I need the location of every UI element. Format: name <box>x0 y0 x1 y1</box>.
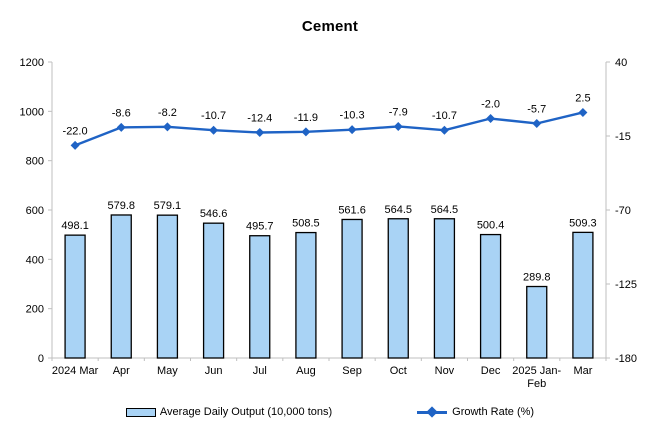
legend: Average Daily Output (10,000 tons) Growt… <box>0 406 660 418</box>
bar-value-label: 500.4 <box>477 220 505 232</box>
line-marker <box>347 125 357 135</box>
line-swatch-icon <box>417 406 448 418</box>
bar <box>526 285 548 359</box>
bar-value-label: 579.8 <box>107 200 135 212</box>
line-marker <box>255 128 265 138</box>
line-value-label: -10.7 <box>201 110 226 122</box>
left-axis-tick-label: 0 <box>38 353 44 365</box>
x-axis-category-label: Sep <box>342 365 362 377</box>
bar <box>295 231 317 359</box>
legend-label-growth-rate: Growth Rate (%) <box>452 406 535 418</box>
line-value-label: -7.9 <box>389 106 408 118</box>
line-marker <box>486 114 496 124</box>
x-axis-category-label: Dec <box>481 365 501 377</box>
line-marker <box>439 125 449 135</box>
bar-value-label: 495.7 <box>246 221 274 233</box>
growth-rate-line <box>74 111 584 147</box>
chart-title: Cement <box>301 18 359 35</box>
line-marker <box>162 122 172 132</box>
line-value-label: -22.0 <box>63 125 88 137</box>
right-axis-tick-label: -125 <box>615 279 637 291</box>
right-axis-tick-label: -70 <box>615 205 631 217</box>
line-marker <box>116 122 126 132</box>
left-axis-tick-label: 200 <box>26 304 44 316</box>
bar-value-label: 509.3 <box>569 217 597 229</box>
x-axis-category-label: Aug <box>296 365 316 377</box>
x-axis-category-label: May <box>157 365 178 377</box>
line-value-label: -2.0 <box>481 99 500 111</box>
bar <box>341 218 363 359</box>
line-value-label: -8.2 <box>158 107 177 119</box>
line-marker <box>532 118 542 128</box>
bar-value-label: 564.5 <box>384 204 412 216</box>
line-marker <box>209 125 219 135</box>
left-axis-tick-label: 600 <box>26 205 44 217</box>
x-axis-category-label: Mar <box>573 365 592 377</box>
bar <box>249 235 271 359</box>
bar-value-label: 498.1 <box>61 220 89 232</box>
line-value-label: 2.5 <box>575 92 590 104</box>
line-value-label: -11.9 <box>294 112 318 124</box>
bar-value-label: 289.8 <box>523 272 551 284</box>
bar-value-label: 546.6 <box>200 208 228 220</box>
left-axis-tick-label: 1200 <box>20 57 44 69</box>
line-value-label: -10.7 <box>432 110 457 122</box>
line-value-label: -5.7 <box>527 103 546 115</box>
bar-value-label: 561.6 <box>338 204 366 216</box>
bar <box>156 214 179 359</box>
legend-label-average-daily-output: Average Daily Output (10,000 tons) <box>159 406 333 418</box>
line-marker <box>578 107 588 117</box>
bar-value-label: 579.1 <box>154 200 182 212</box>
legend-item-growth-rate: Growth Rate (%) <box>417 406 534 418</box>
x-axis-category-label: Apr <box>113 365 130 377</box>
bar <box>479 233 502 359</box>
bar-value-label: 508.5 <box>292 218 320 230</box>
bar <box>202 222 225 359</box>
bar <box>64 234 86 359</box>
x-axis-category-label: Nov <box>435 365 455 377</box>
line-marker <box>393 121 403 131</box>
right-axis-tick-label: -180 <box>615 353 637 365</box>
line-value-label: -8.6 <box>112 107 131 119</box>
bar-value-label: 564.5 <box>431 204 459 216</box>
line-marker <box>70 140 80 150</box>
right-axis-tick-label: 40 <box>615 57 627 69</box>
line-value-label: -10.3 <box>340 110 365 122</box>
bar <box>387 218 409 359</box>
line-marker <box>301 127 311 137</box>
bar <box>110 214 132 359</box>
bar <box>572 231 594 359</box>
x-axis-category-label: Jul <box>253 365 267 377</box>
legend-item-average-daily-output: Average Daily Output (10,000 tons) <box>125 406 333 418</box>
x-axis-category-label: 2024 Mar <box>52 365 99 377</box>
left-axis-tick-label: 1000 <box>20 106 44 118</box>
bar <box>433 218 456 359</box>
x-axis-category-label: Oct <box>390 365 407 377</box>
right-axis-tick-label: -15 <box>615 131 631 143</box>
line-value-label: -12.4 <box>247 113 272 125</box>
x-axis-category-label: 2025 Jan-Feb <box>512 365 561 390</box>
x-axis-category-label: Jun <box>205 365 223 377</box>
bar-swatch-icon <box>125 407 156 417</box>
left-axis-tick-label: 800 <box>26 156 44 168</box>
diamond-marker-icon <box>426 406 438 418</box>
left-axis-tick-label: 400 <box>26 254 44 266</box>
